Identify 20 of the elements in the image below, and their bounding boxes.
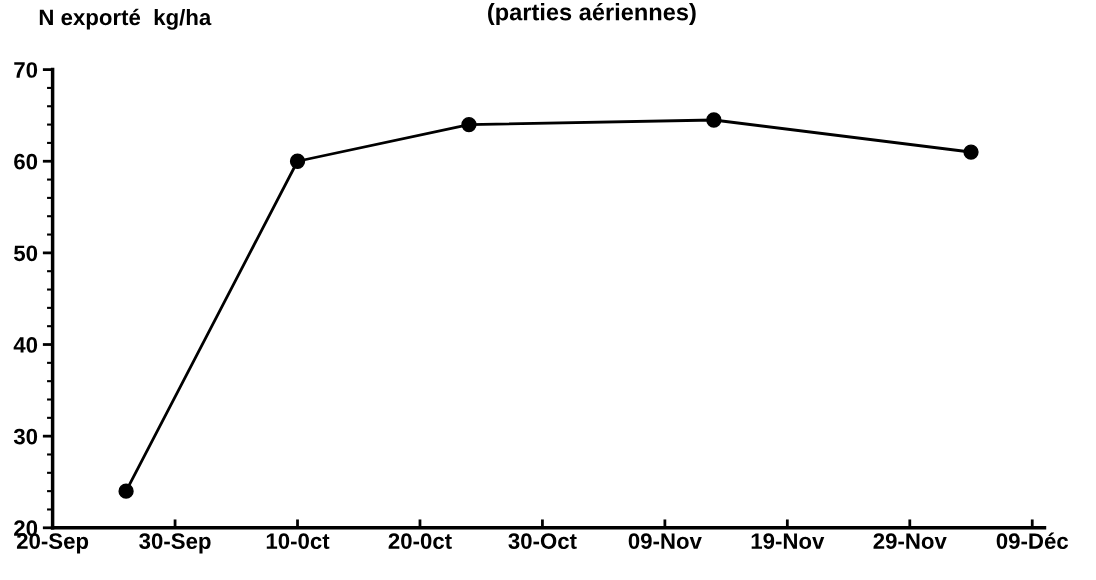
y-tick-label: 50 bbox=[13, 245, 38, 262]
chart-title: (parties aériennes) bbox=[488, 2, 696, 26]
point bbox=[289, 153, 306, 169]
x-tick-label: 30-Oct bbox=[508, 533, 577, 550]
x-tick-label: 30-Sep bbox=[139, 533, 211, 554]
point bbox=[118, 483, 134, 499]
point bbox=[706, 112, 722, 128]
x-tick-label: 20-0ct bbox=[388, 533, 452, 549]
y-tick-label: 30 bbox=[13, 428, 38, 445]
y-tick-label: 70 bbox=[14, 62, 38, 78]
point bbox=[963, 144, 979, 160]
y-axis-title: N exporté kg/ha bbox=[39, 8, 212, 30]
x-tick-label: 09-Déc bbox=[996, 532, 1069, 549]
y-tick-label: 60 bbox=[14, 153, 38, 170]
x-tick-label: 10-0ct bbox=[266, 533, 330, 549]
x-tick-label: 29-Nov bbox=[873, 533, 947, 549]
y-tick-label: 40 bbox=[13, 337, 38, 353]
x-tick-label: 19-Nov bbox=[751, 533, 825, 549]
x-tick-label: 09-Nov bbox=[628, 533, 702, 549]
point bbox=[461, 116, 477, 133]
